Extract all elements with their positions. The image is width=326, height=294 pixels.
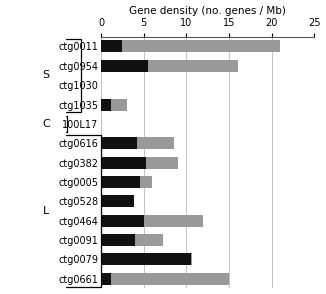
Text: S: S bbox=[42, 71, 49, 81]
Bar bbox=[101, 157, 145, 168]
X-axis label: Gene density (no. genes / Mb): Gene density (no. genes / Mb) bbox=[129, 6, 286, 16]
Text: C: C bbox=[42, 119, 50, 129]
Bar bbox=[101, 41, 123, 52]
Bar bbox=[101, 137, 137, 149]
Bar bbox=[101, 60, 238, 72]
Bar bbox=[101, 98, 127, 111]
Bar bbox=[101, 215, 144, 227]
Bar bbox=[101, 176, 140, 188]
Bar bbox=[101, 234, 163, 246]
Bar bbox=[101, 157, 178, 168]
Bar bbox=[101, 60, 148, 72]
Bar bbox=[101, 273, 229, 285]
Bar bbox=[101, 273, 111, 285]
Bar bbox=[101, 41, 280, 52]
Bar bbox=[101, 234, 135, 246]
Bar bbox=[101, 137, 174, 149]
Bar bbox=[101, 195, 134, 207]
Bar bbox=[101, 253, 192, 265]
Bar bbox=[101, 253, 191, 265]
Bar bbox=[101, 195, 134, 207]
Bar bbox=[101, 176, 152, 188]
Bar bbox=[101, 98, 111, 111]
Bar bbox=[101, 215, 203, 227]
Text: L: L bbox=[43, 206, 49, 216]
